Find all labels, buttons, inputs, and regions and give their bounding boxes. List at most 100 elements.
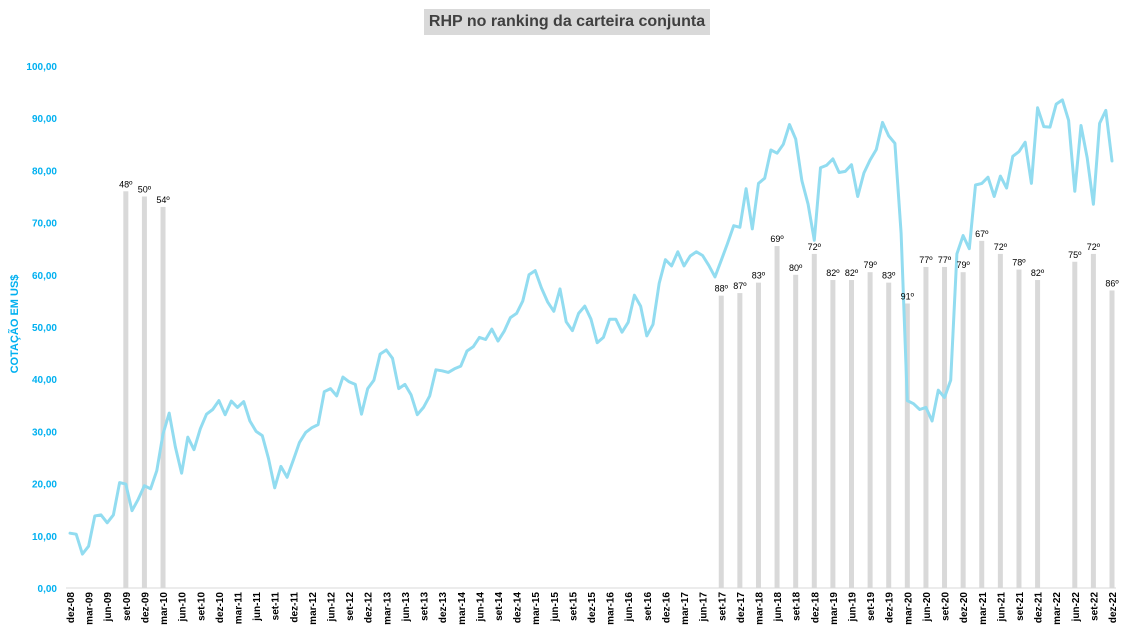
x-tick-label: set-12 xyxy=(345,592,356,621)
x-tick-label: mar-13 xyxy=(382,592,393,625)
rank-label: 86º xyxy=(1105,278,1119,288)
x-tick-label: set-11 xyxy=(271,592,282,621)
rank-bar xyxy=(1090,253,1096,589)
rank-bar xyxy=(1016,269,1022,588)
x-tick-label: dez-12 xyxy=(364,592,375,624)
y-tick-label: 40,00 xyxy=(32,375,57,386)
x-tick-label: dez-15 xyxy=(587,592,598,624)
rank-bar xyxy=(793,274,799,588)
x-axis: dez-08 mar-09 jun-09 set-09 dez-09 mar-10 jun-… xyxy=(66,592,1119,625)
rank-bar xyxy=(979,240,985,588)
x-tick-label: dez-21 xyxy=(1034,592,1045,624)
rank-label: 79º xyxy=(863,260,877,270)
rank-label: 82º xyxy=(826,268,840,278)
x-tick-label: set-18 xyxy=(792,592,803,621)
x-tick-label: mar-11 xyxy=(234,592,245,625)
x-tick-label: dez-17 xyxy=(736,592,747,624)
rank-label: 50º xyxy=(138,185,152,195)
rank-label: 72º xyxy=(1087,242,1101,252)
rank-label: 82º xyxy=(845,268,859,278)
x-tick-label: dez-14 xyxy=(513,592,524,624)
y-tick-label: 80,00 xyxy=(32,166,57,177)
x-tick-label: jun-15 xyxy=(550,592,561,623)
x-tick-label: jun-16 xyxy=(624,592,635,623)
y-tick-label: 10,00 xyxy=(32,532,57,543)
rank-label: 72º xyxy=(994,242,1008,252)
x-tick-label: mar-10 xyxy=(159,592,170,625)
x-tick-label: jun-11 xyxy=(252,592,263,622)
rank-bar xyxy=(1109,290,1115,588)
x-tick-label: dez-18 xyxy=(810,592,821,624)
rank-bar xyxy=(737,293,743,588)
x-tick-label: set-16 xyxy=(643,592,654,621)
x-tick-label: mar-12 xyxy=(308,592,319,625)
x-tick-label: mar-20 xyxy=(903,592,914,625)
x-tick-label: set-15 xyxy=(568,592,579,621)
rank-label: 48º xyxy=(119,179,133,189)
x-tick-label: jun-20 xyxy=(922,592,933,623)
rank-bar xyxy=(867,272,873,588)
rank-label: 80º xyxy=(789,263,803,273)
rank-label: 79º xyxy=(956,260,970,270)
rank-bar xyxy=(849,280,854,588)
rank-bar xyxy=(141,196,147,588)
x-tick-label: jun-19 xyxy=(848,592,859,623)
rank-label: 91º xyxy=(901,292,915,302)
rank-labels: 48º 50º 54º 88º 87º 83º 69º 80º 72º 82º 82º 79º 83º 9… xyxy=(119,179,1119,301)
x-tick-label: jun-12 xyxy=(327,592,338,623)
rank-label: 54º xyxy=(156,195,170,205)
rank-label: 78º xyxy=(1012,258,1026,268)
x-tick-label: mar-15 xyxy=(531,592,542,625)
x-tick-label: mar-21 xyxy=(978,592,989,625)
x-tick-label: dez-22 xyxy=(1108,592,1119,624)
x-tick-label: mar-22 xyxy=(1052,592,1063,625)
x-tick-label: dez-10 xyxy=(215,592,226,624)
y-tick-label: 70,00 xyxy=(32,219,57,230)
rank-bar xyxy=(960,272,966,588)
y-tick-label: 30,00 xyxy=(32,427,57,438)
x-tick-label: mar-19 xyxy=(829,592,840,625)
x-tick-label: dez-08 xyxy=(66,592,77,624)
x-tick-label: jun-18 xyxy=(773,592,784,623)
x-tick-label: mar-17 xyxy=(680,592,691,625)
y-tick-label: 20,00 xyxy=(32,480,57,491)
rank-bar xyxy=(123,191,129,588)
x-tick-label: jun-22 xyxy=(1071,592,1082,623)
rank-label: 72º xyxy=(808,242,822,252)
y-tick-label: 60,00 xyxy=(32,271,57,282)
rank-label: 82º xyxy=(1031,268,1045,278)
x-tick-label: jun-13 xyxy=(401,592,412,623)
rank-bar xyxy=(1072,261,1078,588)
x-tick-label: set-09 xyxy=(122,592,133,621)
x-tick-label: set-17 xyxy=(717,592,728,621)
rank-bar xyxy=(942,266,948,588)
rank-label: 77º xyxy=(938,255,952,265)
rank-label: 75º xyxy=(1068,250,1082,260)
x-tick-label: mar-09 xyxy=(85,592,96,625)
x-tick-label: dez-20 xyxy=(959,592,970,624)
rank-bar xyxy=(886,282,892,588)
x-tick-label: dez-11 xyxy=(289,592,300,623)
rank-label: 77º xyxy=(919,255,933,265)
x-tick-label: dez-16 xyxy=(661,592,672,624)
x-tick-label: set-13 xyxy=(420,592,431,621)
rank-label: 83º xyxy=(752,271,766,281)
x-tick-label: mar-14 xyxy=(457,592,468,625)
y-tick-label: 100,00 xyxy=(26,62,57,73)
rank-label: 83º xyxy=(882,271,896,281)
x-tick-label: mar-16 xyxy=(606,592,617,625)
x-tick-label: set-10 xyxy=(196,592,207,621)
rank-label: 69º xyxy=(770,234,784,244)
rank-bar xyxy=(160,206,166,588)
rank-bar xyxy=(811,253,817,589)
rank-bar xyxy=(1035,280,1041,588)
bar-series xyxy=(123,191,1115,589)
rank-bar xyxy=(923,266,929,588)
x-tick-label: mar-18 xyxy=(755,592,766,625)
price-line xyxy=(68,98,1114,556)
y-tick-label: 50,00 xyxy=(32,323,57,334)
x-tick-label: set-21 xyxy=(1015,592,1026,621)
x-tick-label: set-19 xyxy=(866,592,877,621)
line-series xyxy=(68,98,1114,556)
